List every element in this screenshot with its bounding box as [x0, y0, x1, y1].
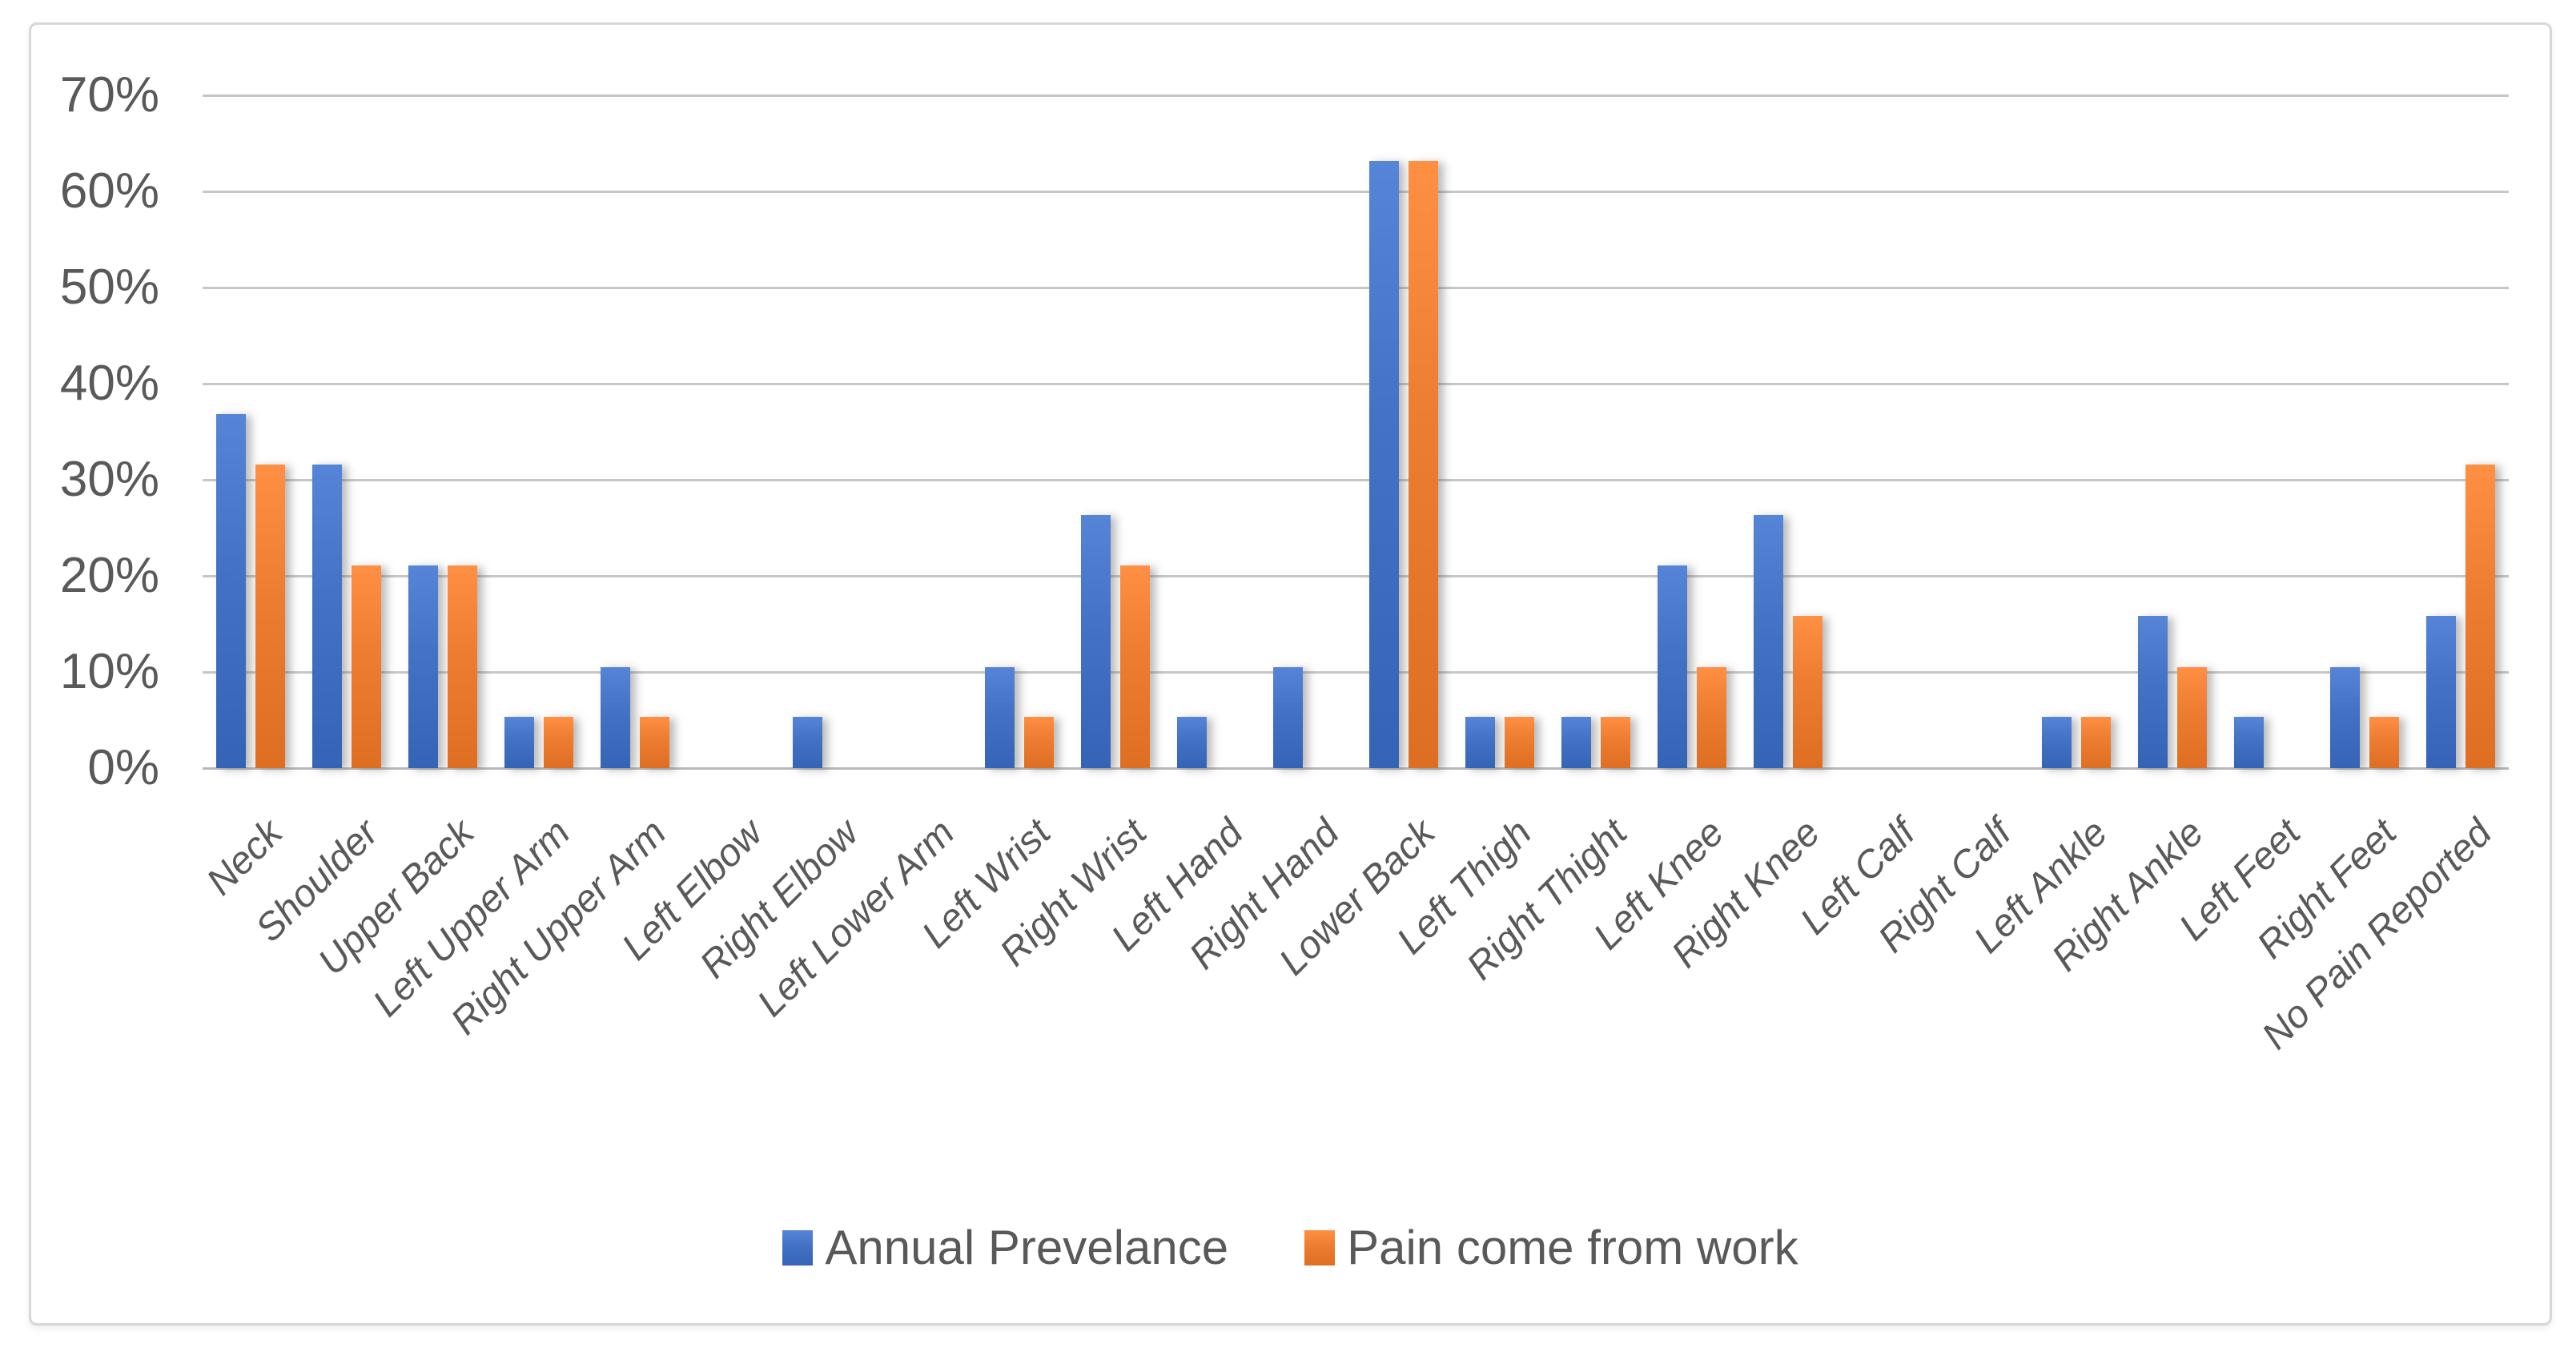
- bar-annual-prevelance-right-hand: [1273, 667, 1303, 768]
- bar-pain-come-from-work-right-feet: [2369, 717, 2399, 768]
- y-axis-tick-label-0: 0%: [87, 740, 159, 795]
- bar-annual-prevelance-right-elbow: [793, 717, 822, 768]
- bar-pain-come-from-work-left-thigh: [1505, 717, 1534, 768]
- bar-annual-prevelance-upper-back: [408, 565, 438, 768]
- bar-pain-come-from-work-no-pain-reported: [2465, 465, 2495, 768]
- bar-annual-prevelance-right-ankle: [2138, 616, 2168, 768]
- bar-annual-prevelance-left-feet: [2234, 717, 2264, 768]
- y-axis-tick-label-20: 20%: [59, 548, 159, 603]
- gridline-50: [203, 287, 2509, 289]
- bar-pain-come-from-work-right-thight: [1601, 717, 1630, 768]
- legend: Annual Prevelance Pain come from work: [31, 1220, 2550, 1275]
- bar-pain-come-from-work-right-ankle: [2177, 667, 2207, 768]
- bar-annual-prevelance-right-feet: [2330, 667, 2360, 768]
- legend-label-pain-come-from-work: Pain come from work: [1347, 1221, 1798, 1274]
- bar-annual-prevelance-shoulder: [312, 465, 342, 768]
- bar-pain-come-from-work-left-wrist: [1024, 717, 1054, 768]
- bar-annual-prevelance-left-hand: [1177, 717, 1207, 768]
- bar-annual-prevelance-right-thight: [1561, 717, 1591, 768]
- bar-pain-come-from-work-right-knee: [1793, 616, 1822, 768]
- bar-annual-prevelance-left-wrist: [985, 667, 1015, 768]
- bar-pain-come-from-work-shoulder: [352, 565, 381, 768]
- bar-annual-prevelance-no-pain-reported: [2426, 616, 2456, 768]
- y-axis-tick-label-30: 30%: [59, 452, 159, 507]
- y-axis-tick-label-50: 50%: [59, 260, 159, 315]
- gridline-70: [203, 95, 2509, 97]
- bar-pain-come-from-work-lower-back: [1409, 161, 1438, 768]
- gridline-40: [203, 383, 2509, 385]
- chart-frame: 0% 10% 20% 30% 40% 50% 60% 70% Neck Shoulder Uppe…: [29, 22, 2552, 1326]
- y-axis-tick-label-10: 10%: [59, 644, 159, 699]
- legend-item-pain-come-from-work: Pain come from work: [1304, 1220, 1798, 1275]
- gridline-10: [203, 671, 2509, 674]
- y-axis-tick-label-60: 60%: [59, 163, 159, 219]
- bar-annual-prevelance-neck: [216, 414, 246, 768]
- bar-annual-prevelance-left-thigh: [1465, 717, 1495, 768]
- bar-annual-prevelance-left-ankle: [2042, 717, 2072, 768]
- bar-pain-come-from-work-right-upper-arm: [640, 717, 669, 768]
- bar-pain-come-from-work-neck: [255, 465, 285, 768]
- bar-annual-prevelance-right-knee: [1754, 515, 1783, 768]
- y-axis-tick-label-40: 40%: [59, 356, 159, 411]
- bar-pain-come-from-work-upper-back: [448, 565, 477, 768]
- bar-pain-come-from-work-left-upper-arm: [544, 717, 573, 768]
- legend-label-annual-prevelance: Annual Prevelance: [825, 1221, 1229, 1274]
- legend-swatch-annual-prevelance: [782, 1229, 814, 1265]
- plot-area: [203, 95, 2509, 770]
- bar-annual-prevelance-left-knee: [1658, 565, 1687, 768]
- gridline-20: [203, 575, 2509, 577]
- bar-annual-prevelance-left-upper-arm: [504, 717, 534, 768]
- y-axis-tick-label-70: 70%: [59, 67, 159, 123]
- legend-swatch-pain-come-from-work: [1304, 1229, 1336, 1265]
- gridline-30: [203, 479, 2509, 481]
- bar-annual-prevelance-right-wrist: [1081, 515, 1111, 768]
- x-axis-line: [203, 767, 2509, 770]
- legend-item-annual-prevelance: Annual Prevelance: [782, 1220, 1228, 1275]
- gridline-60: [203, 191, 2509, 193]
- bar-pain-come-from-work-left-ankle: [2081, 717, 2111, 768]
- bar-annual-prevelance-lower-back: [1369, 161, 1399, 768]
- bar-annual-prevelance-right-upper-arm: [601, 667, 630, 768]
- bar-pain-come-from-work-left-knee: [1697, 667, 1726, 768]
- bar-pain-come-from-work-right-wrist: [1120, 565, 1150, 768]
